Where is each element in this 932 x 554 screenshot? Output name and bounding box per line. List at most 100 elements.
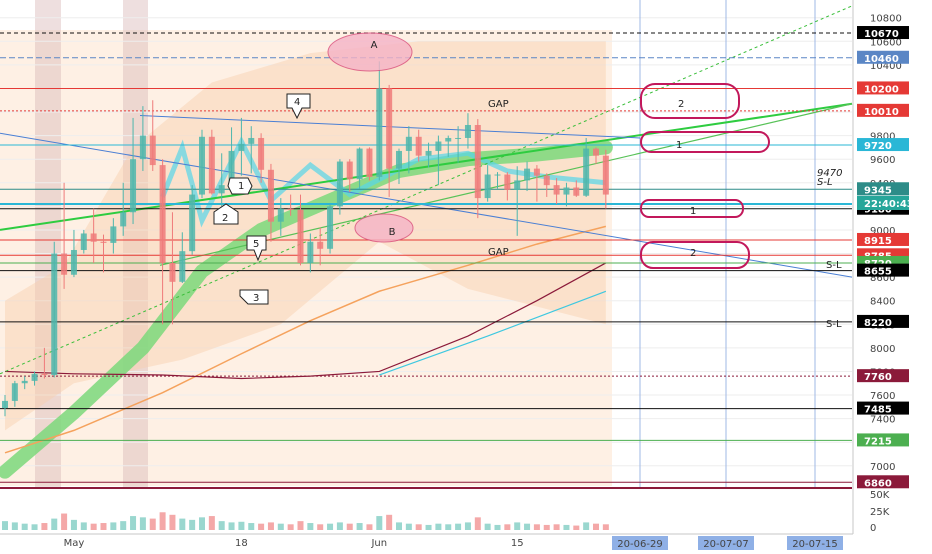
candle-body — [208, 136, 215, 194]
price-tag-10200: 10200 — [864, 84, 899, 95]
sl-8785-label: S-L — [826, 260, 842, 271]
target-box-1-bottom — [640, 199, 744, 218]
target-box-2-bottom — [640, 241, 750, 269]
date-tag-label: 20-06-29 — [617, 539, 662, 550]
candle-body — [248, 137, 255, 144]
target-box-1-top — [640, 131, 770, 153]
candle-body — [336, 161, 343, 207]
candle-body — [199, 136, 205, 195]
candle-body — [51, 253, 58, 375]
candle-body — [80, 233, 87, 250]
y-tick-label: 7600 — [870, 391, 895, 402]
volume-bar — [356, 523, 363, 530]
x-tick-label: Jun — [370, 538, 387, 549]
x-tick-label: 15 — [511, 538, 524, 549]
y-tick-label: 9800 — [870, 132, 895, 143]
price-tag-7215: 7215 — [864, 436, 892, 447]
price-tag-7485-bg — [857, 401, 909, 415]
candle-body — [61, 253, 68, 275]
date-tag-bg — [787, 536, 843, 550]
sma-maroon-line — [4, 262, 607, 380]
candle-body — [149, 135, 156, 166]
volume-bar — [179, 518, 186, 530]
cyan-projection-line — [379, 290, 607, 376]
candle-body — [189, 194, 196, 252]
volume-bar — [149, 518, 156, 530]
candle-body — [120, 212, 127, 227]
candle-body — [356, 148, 363, 180]
candle-body — [376, 88, 383, 177]
candle-body — [563, 187, 570, 195]
x-tick-label: May — [64, 538, 85, 549]
volume-bar — [445, 524, 452, 530]
volume-bar — [297, 521, 304, 530]
candle-body — [307, 241, 314, 263]
volume-bar — [563, 524, 570, 530]
volume-bar — [248, 523, 255, 530]
callout-3-label: 3 — [253, 293, 259, 304]
callout-2-label: 2 — [222, 213, 228, 224]
volume-bar — [435, 523, 442, 530]
sl-9470-label: S-L — [817, 177, 833, 188]
price-tag-6860-bg — [857, 475, 909, 489]
gap-bottom-label: GAP — [488, 247, 509, 258]
candle-body — [484, 174, 491, 199]
circle-b-label: B — [389, 227, 396, 238]
candle-body — [70, 249, 77, 275]
candle-body — [100, 241, 107, 243]
candle-body — [583, 148, 590, 196]
candle-body — [533, 168, 540, 176]
volume-bar — [277, 523, 284, 530]
candle-body — [543, 175, 550, 186]
volume-bar — [169, 514, 176, 530]
time-axis: May 18 Jun 15 20-06-29 20-07-07 20-07-15 — [64, 536, 843, 550]
volume-bar — [425, 524, 432, 530]
volume-bar — [307, 523, 314, 530]
price-tag-10670-bg — [857, 26, 909, 40]
volume-bar — [543, 524, 550, 530]
target-box-1-top-label: 1 — [676, 140, 682, 151]
volume-bar — [317, 524, 324, 530]
target-box-2-top — [640, 83, 740, 119]
candle-body — [277, 208, 284, 222]
callout-2: 2 — [213, 203, 239, 225]
circle-a — [327, 32, 413, 72]
price-tag-7215-bg — [857, 433, 909, 447]
candle-body — [2, 400, 8, 408]
candle-body — [504, 174, 511, 190]
volume-bar — [31, 524, 38, 530]
candle-body — [602, 155, 609, 195]
volume-bar — [514, 522, 521, 530]
candle-body — [228, 150, 235, 186]
y-tick-label: 8600 — [870, 273, 895, 284]
volume-bar — [100, 523, 107, 530]
callout-1: 1 — [227, 177, 253, 195]
price-tag-10010-bg — [857, 103, 909, 117]
price-tag-10010: 10010 — [864, 107, 899, 118]
candle-body — [179, 251, 186, 282]
volume-bar — [415, 524, 422, 530]
date-tag-bg — [698, 536, 754, 550]
date-tag-bg — [612, 536, 668, 550]
volume-bar — [238, 521, 245, 530]
volume-bar — [602, 524, 609, 530]
y-tick-label: 9000 — [870, 226, 895, 237]
volume-bar — [2, 521, 8, 530]
price-tag-9180: 9180 — [864, 205, 892, 216]
volume-bar — [396, 522, 402, 530]
volume-bar — [120, 521, 127, 530]
volume-bar — [524, 523, 531, 530]
candle-body — [90, 233, 97, 242]
circle-a-label: A — [371, 40, 378, 51]
price-tag-8220: 8220 — [864, 318, 892, 329]
y-tick-label: 7400 — [870, 415, 895, 426]
candle-body — [169, 262, 176, 282]
candle-body — [238, 143, 245, 151]
volume-bar — [51, 518, 58, 530]
volume-bar — [583, 522, 590, 530]
volume-bar — [228, 522, 235, 530]
x-tick-label: 18 — [235, 538, 248, 549]
candle-body — [494, 174, 501, 176]
